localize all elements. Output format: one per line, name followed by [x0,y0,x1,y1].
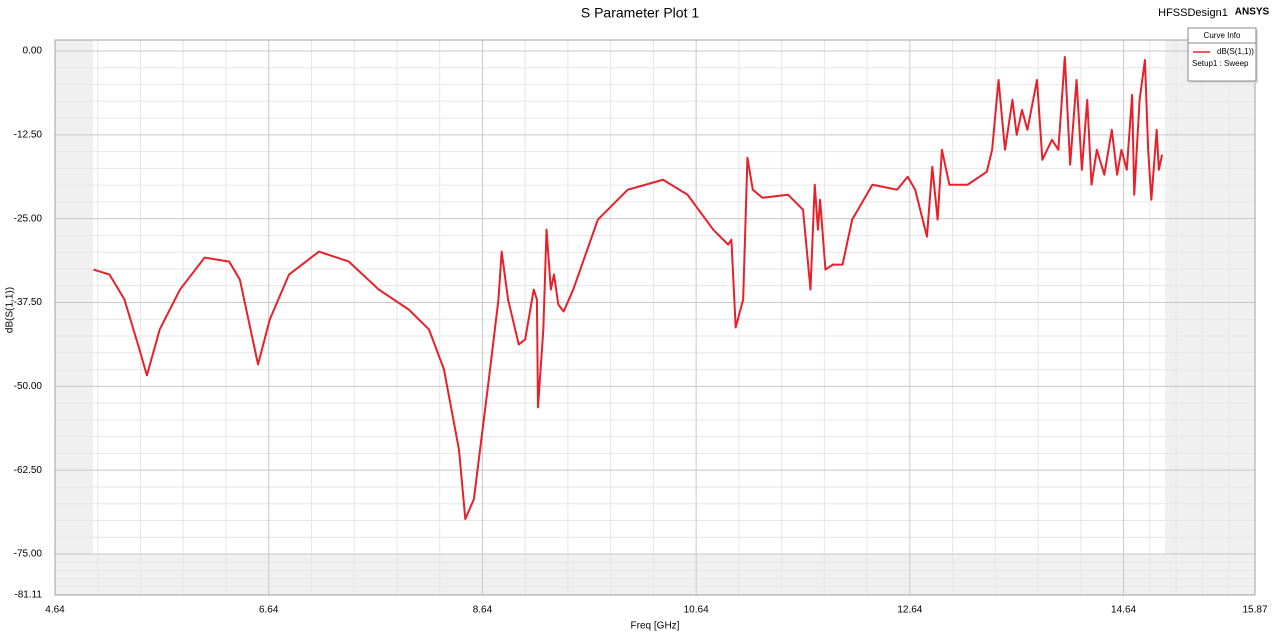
legend-entry: dB(S(1,1)) [1217,47,1254,56]
y-axis-label: dB(S(1,1)) [5,287,16,333]
x-axis-label: Freq [GHz] [631,621,680,632]
legend-box [1187,27,1257,82]
x-tick-label: 6.64 [259,605,279,616]
series-line [93,55,1164,521]
x-tick-label: 12.64 [897,605,922,616]
y-tick-label: -12.50 [14,129,43,140]
chart-title: S Parameter Plot 1 [581,5,699,21]
x-tick-label: 10.64 [684,605,709,616]
y-tick-label: -62.50 [14,465,43,476]
plot-frame [54,39,1256,596]
x-tick-label: 14.64 [1111,605,1136,616]
x-tick-label: 4.64 [45,605,65,616]
legend: Curve Info dB(S(1,1)) Setup1 : Sweep [1187,27,1258,83]
y-tick-label: -75.00 [14,549,43,560]
y-tick-label: -50.00 [14,381,43,392]
y-tick-label: -25.00 [14,213,43,224]
legend-setup: Setup1 : Sweep [1192,59,1249,68]
grid [54,40,1256,596]
plot-data-region [93,40,1165,554]
design-name: HFSSDesign1 [1158,7,1228,19]
y-tick-label: -81.11 [14,590,42,601]
x-tick-label: 15.87 [1242,605,1267,616]
y-tick-label: -37.50 [14,297,43,308]
legend-title: Curve Info [1204,31,1241,40]
brand: ANSYS [1235,7,1270,18]
y-tick-label: 0.00 [23,46,43,57]
x-tick-label: 8.64 [473,605,493,616]
